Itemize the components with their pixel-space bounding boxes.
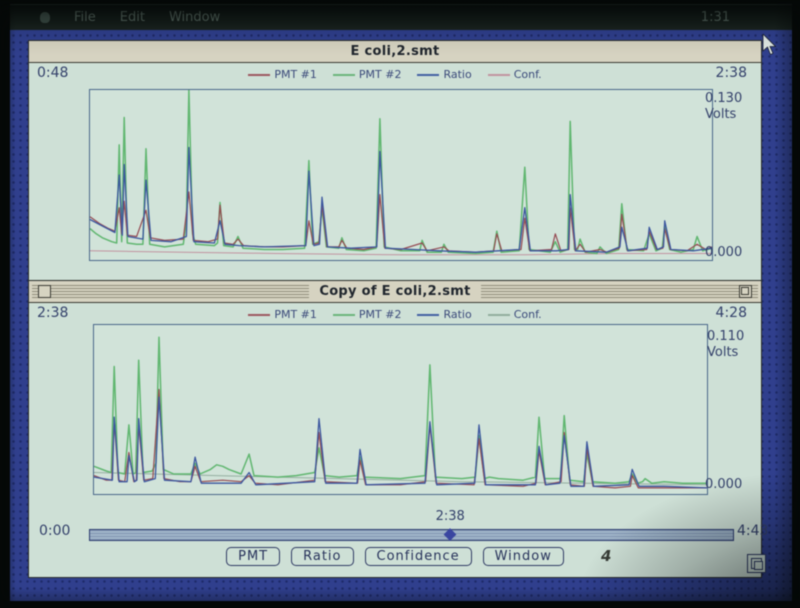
legend-item-pmt1: PMT #1	[248, 308, 317, 321]
y-min-label: 0.000	[705, 245, 743, 260]
y-min-label: 0.000	[705, 477, 743, 492]
pmt-button[interactable]: PMT	[226, 547, 281, 566]
ratio-line-swatch	[417, 313, 440, 316]
window-title: E coli,2.smt	[340, 44, 450, 59]
slider-end-label: 4:43	[737, 523, 769, 539]
legend: PMT #1 PMT #2 Ratio Conf.	[29, 68, 761, 81]
pmt2-line-swatch	[332, 73, 355, 76]
legend-item-ratio: Ratio	[417, 308, 472, 321]
window-ecoli: E coli,2.smt 0:48 2:38 PMT #1 PMT #2 Rat…	[28, 40, 762, 282]
legend: PMT #1 PMT #2 Ratio Conf.	[29, 308, 761, 321]
trace-plot	[94, 336, 707, 489]
chart-area-ecoli[interactable]	[89, 89, 713, 261]
grow-box-inner-square	[754, 561, 763, 570]
window-title: Copy of E coli,2.smt	[309, 284, 481, 299]
mouse-cursor-icon	[762, 34, 777, 56]
legend-item-ratio: Ratio	[417, 68, 472, 81]
slider-diamond-marker[interactable]	[443, 528, 457, 541]
y-unit-label: Volts	[707, 345, 739, 360]
window-copy-ecoli: Copy of E coli,2.smt 2:38 4:28 PMT #1 PM…	[28, 280, 768, 578]
pmt1-line-swatch	[248, 73, 271, 76]
conf-line-swatch	[487, 73, 510, 76]
legend-item-pmt2: PMT #2	[332, 308, 401, 321]
legend-item-pmt2: PMT #2	[332, 68, 401, 81]
pmt2-line-swatch	[332, 313, 355, 316]
chart-area-copy[interactable]	[93, 324, 708, 495]
pmt1-line-swatch	[248, 313, 271, 316]
stray-mark: 4	[601, 547, 612, 565]
confidence-button[interactable]: Confidence	[364, 547, 472, 566]
slider-marker-label: 2:38	[435, 509, 465, 524]
menu-clock: 1:31	[700, 10, 730, 25]
ratio-button[interactable]: Ratio	[291, 547, 354, 566]
menu-window[interactable]: Window	[168, 10, 221, 25]
menu-edit[interactable]: Edit	[119, 10, 145, 25]
zoom-box-icon[interactable]	[739, 285, 752, 298]
y-max-label: 0.130	[705, 91, 743, 106]
slider-start-label: 0:00	[39, 523, 71, 539]
apple-menu-icon[interactable]	[40, 12, 50, 23]
time-slider[interactable]	[89, 528, 734, 541]
y-max-label: 0.110	[707, 329, 745, 344]
titlebar-ecoli[interactable]: E coli,2.smt	[29, 41, 761, 63]
window-button[interactable]: Window	[482, 547, 564, 566]
trace-plot	[90, 90, 712, 256]
ratio-line-swatch	[417, 73, 440, 76]
legend-item-conf: Conf.	[487, 68, 542, 81]
conf-line-swatch	[487, 313, 510, 316]
legend-item-conf: Conf.	[487, 308, 542, 321]
menu-bar: File Edit Window 1:31	[10, 4, 792, 30]
titlebar-copy-ecoli[interactable]: Copy of E coli,2.smt	[29, 281, 761, 303]
menu-file[interactable]: File	[74, 10, 96, 25]
button-row: PMT Ratio Confidence Window	[29, 547, 761, 566]
y-unit-label: Volts	[705, 107, 737, 122]
grow-box-icon[interactable]	[747, 554, 766, 573]
legend-item-pmt1: PMT #1	[248, 68, 317, 81]
close-box-icon[interactable]	[38, 285, 51, 298]
